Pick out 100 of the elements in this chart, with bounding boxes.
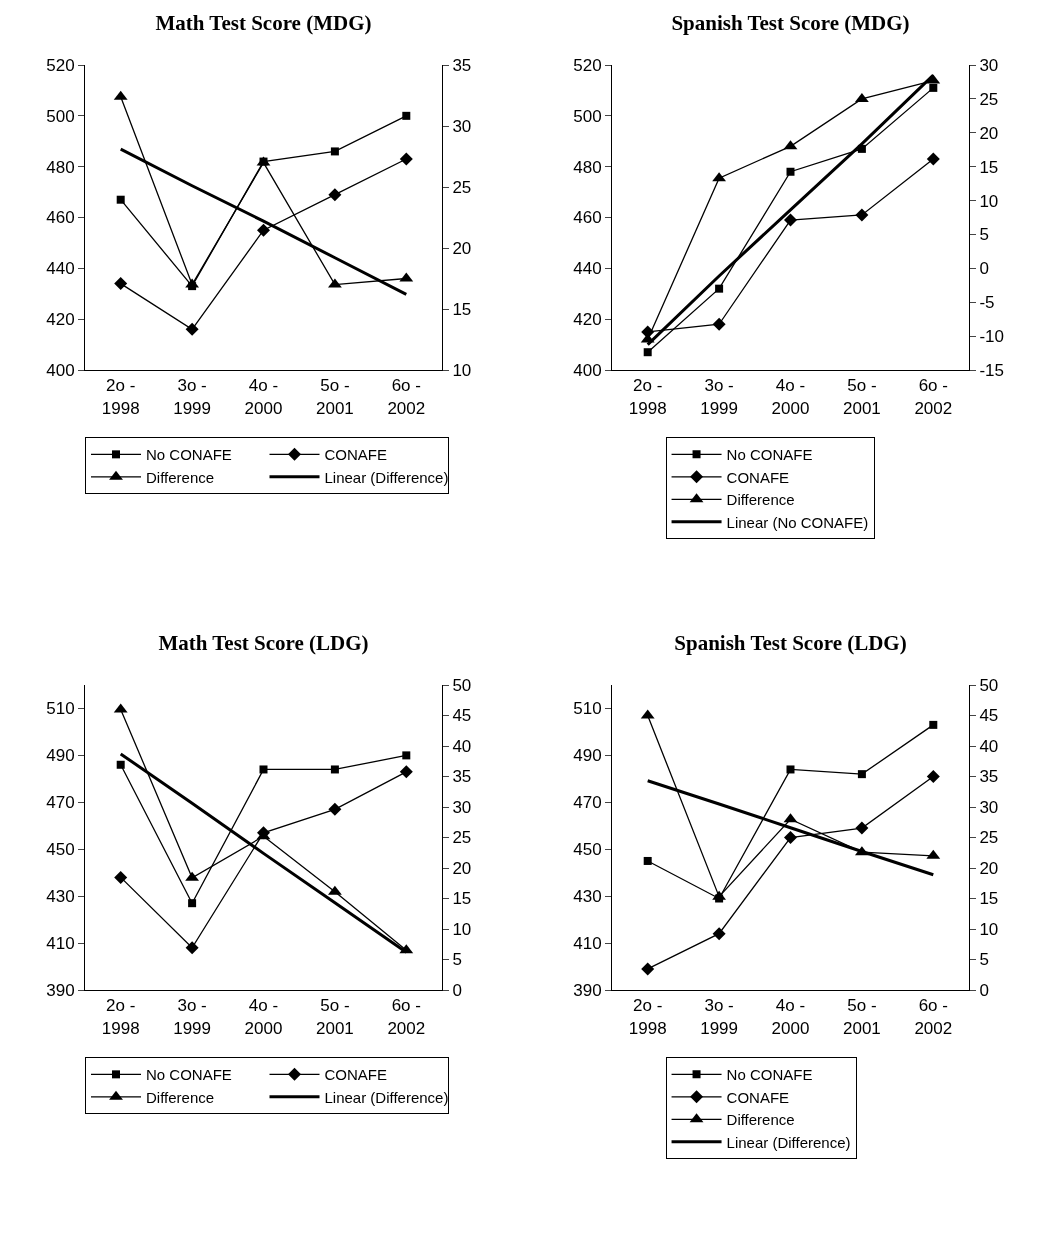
y-tick-label: 460 [46, 208, 75, 228]
y-tick-label: 490 [573, 746, 602, 766]
y2-tick-label: 25 [452, 177, 472, 197]
x-tick-label: 4o - 2000 [244, 996, 283, 1038]
y-tick-label: 400 [573, 360, 602, 380]
y2-tick-label: 25 [979, 828, 999, 848]
y-tick-label: 480 [46, 157, 75, 177]
legend-label: Linear (Difference) [726, 1133, 851, 1151]
x-tick-label: 4o - 2000 [771, 376, 810, 418]
chart-title: Spanish Test Score (LDG) [674, 631, 907, 656]
legend-label: Difference [146, 1088, 215, 1106]
y2-tick-label: 15 [979, 157, 999, 177]
y2-tick-label: 0 [979, 980, 989, 1000]
x-tick-label: 6o - 2002 [914, 376, 953, 418]
y2-tick-label: 10 [979, 191, 999, 211]
y2-tick-label: 30 [452, 797, 472, 817]
x-tick-label: 6o - 2002 [387, 376, 426, 418]
y2-tick-label: 0 [979, 259, 989, 279]
legend-label: Linear (Difference) [324, 468, 449, 486]
y-tick-label: 420 [46, 310, 75, 330]
legend-label: No CONAFE [146, 446, 232, 464]
y-tick-label: 480 [573, 157, 602, 177]
y2-tick-label: 15 [452, 299, 472, 319]
y2-tick-label: 45 [979, 706, 999, 726]
legend-label: CONAFE [324, 1066, 388, 1084]
y2-tick-label: 10 [452, 919, 472, 939]
y2-tick-label: 15 [979, 889, 999, 909]
legend-label: CONAFE [324, 446, 388, 464]
y-tick-label: 470 [46, 793, 75, 813]
y-tick-label: 430 [46, 887, 75, 907]
x-tick-label: 2o - 1998 [628, 376, 667, 418]
y-tick-label: 500 [46, 106, 75, 126]
y2-tick-label: 50 [452, 675, 472, 695]
y2-tick-label: 20 [452, 858, 472, 878]
y-tick-label: 440 [46, 259, 75, 279]
y2-tick-label: 40 [452, 736, 472, 756]
x-tick-label: 6o - 2002 [387, 996, 426, 1038]
y-tick-label: 390 [46, 980, 75, 1000]
legend-label: No CONAFE [726, 1066, 813, 1084]
x-tick-label: 2o - 1998 [101, 996, 140, 1038]
y2-tick-label: 30 [979, 797, 999, 817]
legend-label: Linear (Difference) [324, 1088, 449, 1106]
x-tick-label: 2o - 1998 [628, 996, 667, 1038]
x-tick-label: 3o - 1999 [173, 376, 212, 418]
y-tick-label: 400 [46, 360, 75, 380]
y2-tick-label: 30 [979, 55, 999, 75]
y-tick-label: 440 [573, 259, 602, 279]
legend-label: Linear (No CONAFE) [726, 513, 869, 531]
x-tick-label: 5o - 2001 [315, 376, 354, 418]
y-tick-label: 510 [46, 699, 75, 719]
legend-label: No CONAFE [726, 446, 813, 464]
y-tick-label: 490 [46, 746, 75, 766]
y-tick-label: 510 [573, 699, 602, 719]
y2-tick-label: -10 [979, 327, 1004, 347]
legend-label: Difference [726, 1111, 795, 1129]
chart-title: Math Test Score (LDG) [158, 631, 369, 656]
y-tick-label: 460 [573, 208, 602, 228]
y-tick-label: 500 [573, 106, 602, 126]
y-tick-label: 450 [46, 840, 75, 860]
y-tick-label: 520 [573, 55, 602, 75]
y2-tick-label: 25 [452, 828, 472, 848]
y-tick-label: 430 [573, 887, 602, 907]
x-tick-label: 3o - 1999 [700, 996, 739, 1038]
x-tick-label: 5o - 2001 [842, 996, 881, 1038]
chart-title: Math Test Score (MDG) [155, 11, 372, 36]
legend-label: Difference [726, 491, 795, 509]
y-tick-label: 390 [573, 980, 602, 1000]
x-tick-label: 2o - 1998 [101, 376, 140, 418]
x-tick-label: 6o - 2002 [914, 996, 953, 1038]
legend-label: CONAFE [726, 1088, 790, 1106]
legend-label: Difference [146, 468, 215, 486]
y2-tick-label: 20 [452, 238, 472, 258]
chart-title: Spanish Test Score (MDG) [671, 11, 910, 36]
y-tick-label: 450 [573, 840, 602, 860]
y2-tick-label: 50 [979, 675, 999, 695]
y-tick-label: 420 [573, 310, 602, 330]
y2-tick-label: 0 [452, 980, 462, 1000]
y-tick-label: 470 [573, 793, 602, 813]
y2-tick-label: -15 [979, 360, 1004, 380]
y2-tick-label: 20 [979, 123, 999, 143]
x-tick-label: 3o - 1999 [173, 996, 212, 1038]
y-tick-label: 410 [46, 934, 75, 954]
y2-tick-label: 5 [452, 950, 462, 970]
x-tick-label: 4o - 2000 [244, 376, 283, 418]
y2-tick-label: 5 [979, 225, 989, 245]
y-tick-label: 520 [46, 55, 75, 75]
y2-tick-label: -5 [979, 293, 995, 313]
y2-tick-label: 45 [452, 706, 472, 726]
y2-tick-label: 20 [979, 858, 999, 878]
legend-label: No CONAFE [146, 1066, 232, 1084]
y2-tick-label: 5 [979, 950, 989, 970]
y2-tick-label: 15 [452, 889, 472, 909]
y2-tick-label: 35 [979, 767, 999, 787]
y2-tick-label: 25 [979, 89, 999, 109]
x-tick-label: 5o - 2001 [842, 376, 881, 418]
x-tick-label: 4o - 2000 [771, 996, 810, 1038]
y2-tick-label: 35 [452, 767, 472, 787]
y2-tick-label: 40 [979, 736, 999, 756]
y2-tick-label: 35 [452, 55, 472, 75]
y2-tick-label: 30 [452, 116, 472, 136]
